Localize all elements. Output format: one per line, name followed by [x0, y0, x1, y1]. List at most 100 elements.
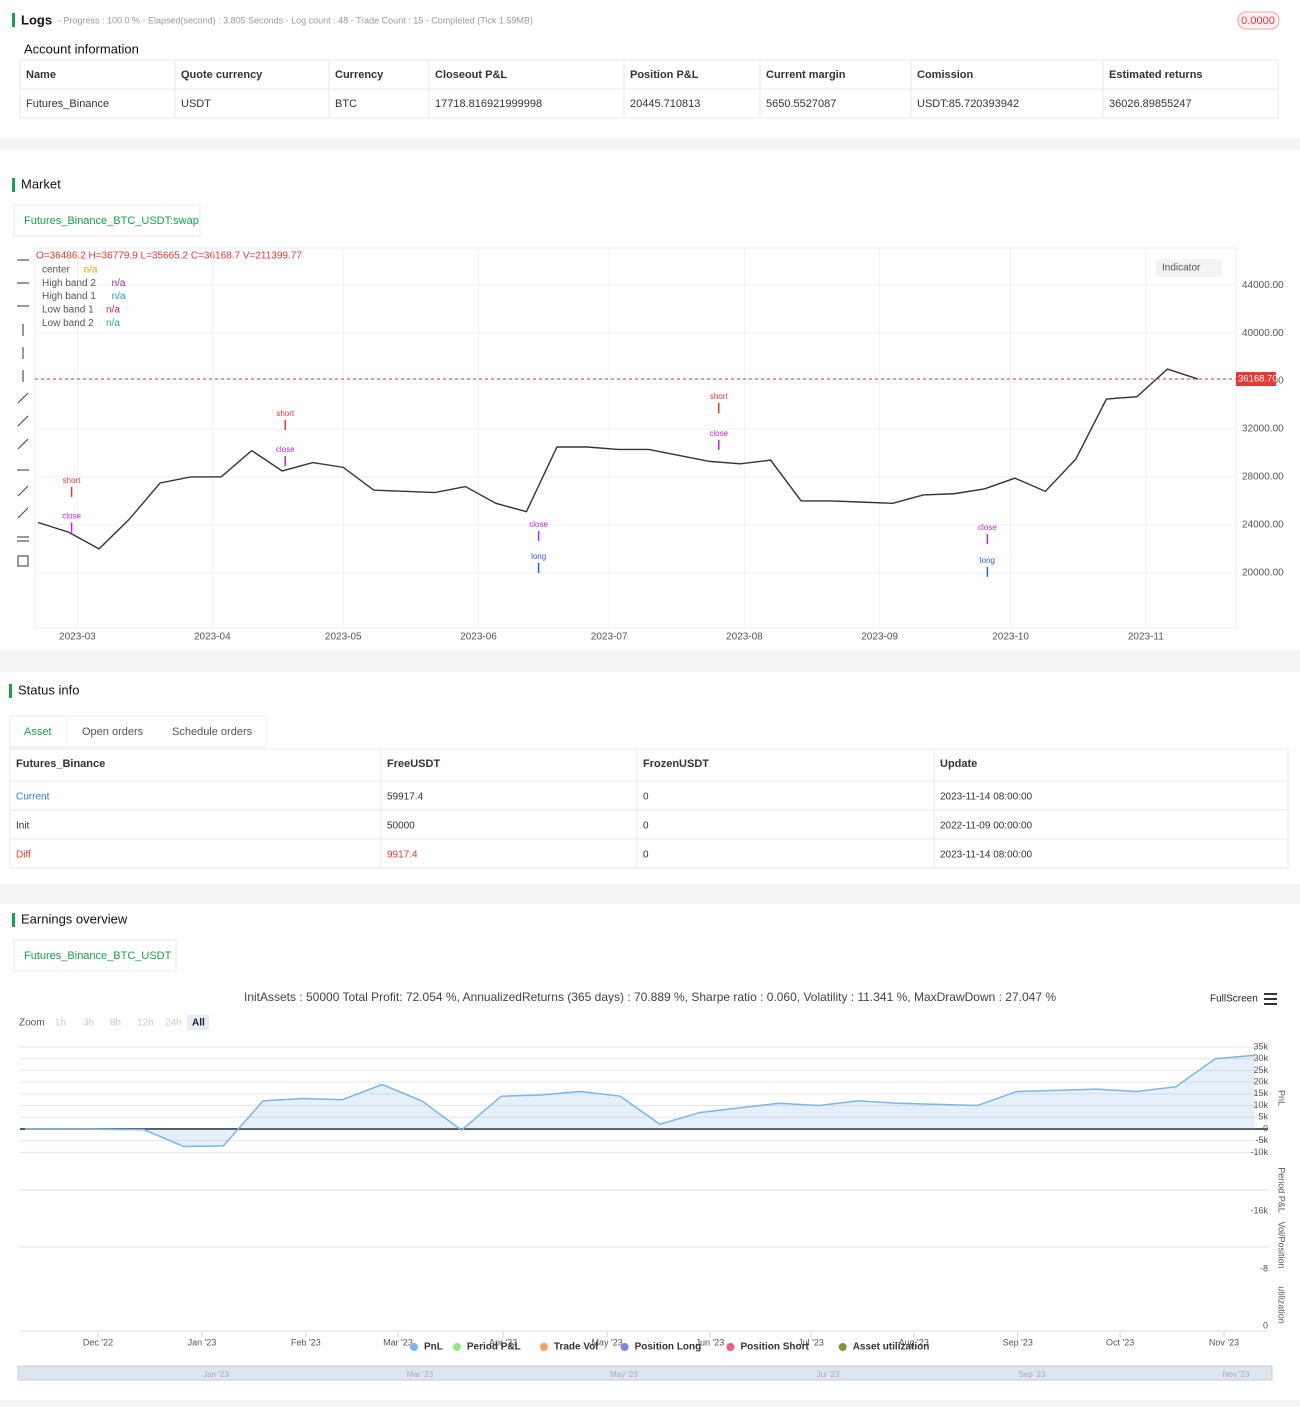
- section-marker: [9, 684, 12, 698]
- x-tick-label: Apr '23: [489, 1337, 517, 1347]
- pnl-area: [25, 1055, 1255, 1147]
- section-marker: [12, 913, 15, 927]
- x-tick-label: Mar '23: [383, 1337, 413, 1347]
- legend-value: n/a: [84, 265, 98, 276]
- cell: 2022-11-09 00:00:00: [940, 821, 1033, 832]
- navigator-label: Jul '23: [817, 1370, 840, 1379]
- zoom-button-bg: [187, 1015, 209, 1030]
- navigator-label: Mar '23: [407, 1370, 434, 1379]
- indicator-label[interactable]: Indicator: [1162, 263, 1201, 274]
- summary: InitAssets : 50000 Total Profit: 72.054 …: [244, 990, 1056, 1004]
- badge-text: 0.0000: [1241, 15, 1275, 27]
- market-title: Market: [21, 176, 61, 191]
- x-tick-label: Oct '23: [1106, 1337, 1134, 1347]
- legend-symbol: [539, 1343, 548, 1351]
- column-header: Quote currency: [181, 69, 263, 81]
- signal-label: long: [980, 556, 995, 565]
- earnings-title: Earnings overview: [21, 911, 128, 926]
- last-price-label: 36168.70: [1238, 374, 1278, 385]
- badge: [1237, 11, 1280, 30]
- cell: Current: [16, 792, 50, 803]
- legend-name: center: [42, 265, 70, 276]
- x-tick-label: 2023-08: [726, 632, 763, 643]
- status-title: Status info: [18, 682, 79, 697]
- cell: Init: [16, 821, 30, 832]
- cell: 2023-11-14 08:00:00: [940, 850, 1033, 861]
- ohlc-label: O=36486.2 H=36779.9 L=35665.2 C=36168.7 …: [36, 251, 302, 262]
- cell: USDT:85.720393942: [917, 98, 1019, 110]
- zoom-button[interactable]: 8h: [110, 1018, 121, 1029]
- x-tick-label: 2023-07: [591, 632, 628, 643]
- indicator-button[interactable]: [1156, 259, 1222, 277]
- signal-label: short: [710, 392, 729, 401]
- tab[interactable]: [13, 204, 201, 237]
- column-header: Update: [940, 758, 977, 770]
- column-header: FreeUSDT: [387, 758, 440, 770]
- fullscreen[interactable]: FullScreen: [1210, 994, 1258, 1005]
- x-tick-label: 2023-05: [325, 632, 362, 643]
- y-tick-label: -16k: [1250, 1205, 1268, 1215]
- column-header: Closeout P&L: [435, 69, 507, 81]
- x-tick-label: 2023-03: [59, 632, 96, 643]
- logs-title: Logs: [21, 12, 52, 27]
- signal-label: close: [62, 512, 81, 521]
- y-tick-label: 10k: [1253, 1100, 1268, 1110]
- cell: 2023-11-14 08:00:00: [940, 792, 1033, 803]
- column-header: Name: [26, 69, 56, 81]
- price-line: [37, 368, 1199, 550]
- tab-label[interactable]: Open orders: [82, 726, 144, 738]
- navigator[interactable]: [17, 1365, 1273, 1381]
- cell: 5650.5527087: [766, 98, 836, 110]
- section-marker: [12, 178, 15, 192]
- plot-area: [34, 247, 1237, 629]
- legend-entry[interactable]: Period P&L: [467, 1342, 521, 1353]
- x-tick-label: May '23: [591, 1337, 622, 1347]
- legend-name: Low band 1: [42, 305, 94, 316]
- legend-entry[interactable]: Trade Vol: [554, 1342, 598, 1353]
- tab-label[interactable]: Futures_Binance_BTC_USDT:swap: [24, 215, 199, 227]
- zoom-button[interactable]: All: [192, 1018, 205, 1029]
- cell: 59917.4: [387, 792, 424, 803]
- legend-symbol: [620, 1343, 629, 1351]
- legend-name: High band 2: [42, 278, 96, 289]
- x-tick-label: Jul '23: [798, 1337, 824, 1347]
- zoom-label: Zoom: [19, 1018, 45, 1029]
- legend-entry[interactable]: PnL: [424, 1342, 443, 1353]
- axis-title: PnL: [1277, 1090, 1287, 1106]
- y-tick-label: 35k: [1253, 1041, 1268, 1051]
- legend-symbol: [838, 1343, 847, 1351]
- y-tick-label: 30k: [1253, 1053, 1268, 1063]
- tab-label[interactable]: Schedule orders: [172, 726, 253, 738]
- legend-value: n/a: [106, 318, 120, 329]
- tab[interactable]: [65, 715, 267, 748]
- column-header: FrozenUSDT: [643, 758, 709, 770]
- legend-entry[interactable]: Position Short: [741, 1342, 810, 1353]
- signal-label: close: [709, 429, 728, 438]
- x-tick-label: 2023-09: [861, 632, 898, 643]
- legend-name: High band 1: [42, 291, 96, 302]
- x-tick-label: Jun '23: [695, 1337, 724, 1347]
- navigator-label: Sep '23: [1019, 1370, 1046, 1379]
- legend-entry[interactable]: Asset utilization: [853, 1342, 930, 1353]
- tab-label[interactable]: Futures_Binance_BTC_USDT: [24, 950, 172, 962]
- tab[interactable]: [9, 715, 67, 748]
- toolbar: [17, 259, 29, 567]
- zoom-button[interactable]: 1h: [55, 1018, 66, 1029]
- y-tick-label: 44000.00: [1242, 280, 1284, 291]
- zoom-button[interactable]: 3h: [83, 1018, 94, 1029]
- column-header: Position P&L: [630, 69, 699, 81]
- zoom-button[interactable]: 12h: [137, 1018, 154, 1029]
- column-header: Futures_Binance: [16, 758, 105, 770]
- status-table: [9, 748, 1289, 869]
- x-tick-label: 2023-10: [992, 632, 1029, 643]
- legend-symbol: [410, 1343, 418, 1351]
- zoom-button[interactable]: 24h: [165, 1018, 182, 1029]
- y-tick-label: 0: [1263, 1123, 1268, 1133]
- y-tick-label: 24000.00: [1242, 520, 1284, 531]
- navigator-label: Jan '23: [203, 1370, 229, 1379]
- cell: 9917.4: [387, 850, 418, 861]
- legend-entry[interactable]: Position Long: [635, 1342, 702, 1353]
- tab[interactable]: [13, 939, 177, 972]
- menu-icon[interactable]: [1264, 993, 1277, 1005]
- tab-label[interactable]: Asset: [24, 726, 52, 738]
